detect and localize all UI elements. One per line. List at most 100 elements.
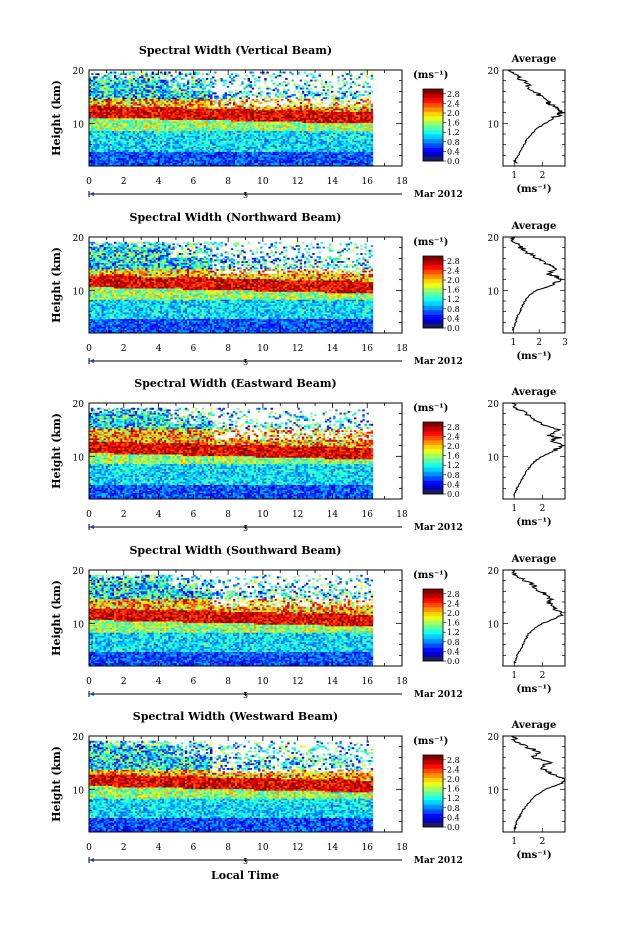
- colorbar-tick-label: 1.2: [447, 794, 460, 803]
- panel-title: Spectral Width (Westward Beam): [133, 710, 338, 723]
- average-profile-line: [509, 236, 564, 331]
- average-y-tick-label: 20: [488, 67, 500, 77]
- average-x-tick-label: 2: [540, 171, 546, 181]
- x-tick-label: 14: [327, 344, 339, 354]
- average-profile-line: [511, 569, 565, 664]
- x-tick-label: 18: [396, 510, 408, 520]
- average-y-tick-label: 20: [488, 234, 500, 244]
- x-tick-label: 6: [190, 177, 196, 187]
- x-tick-label: 12: [292, 510, 303, 520]
- colorbar-unit: (ms⁻¹): [413, 570, 448, 581]
- day-label: 5: [243, 691, 248, 700]
- date-bar-marker-icon: [89, 525, 94, 529]
- x-tick-label: 2: [121, 843, 127, 853]
- average-y-tick-label: 10: [488, 786, 500, 796]
- x-tick-label: 4: [156, 510, 162, 520]
- y-tick-label: 10: [73, 287, 85, 297]
- x-tick-label: 8: [225, 177, 231, 187]
- x-tick-label: 16: [361, 510, 373, 520]
- colorbar: (ms⁻¹) 0.00.40.81.21.62.02.42.8: [413, 570, 460, 666]
- colorbar-tick-label: 0.8: [447, 638, 460, 647]
- panel-title: Spectral Width (Vertical Beam): [139, 44, 332, 57]
- y-axis-label: Height (km): [50, 247, 63, 323]
- x-tick-label: 12: [292, 177, 303, 187]
- average-title: Average: [511, 387, 557, 398]
- colorbar-tick-label: 1.6: [447, 452, 460, 461]
- panel-title: Spectral Width (Southward Beam): [129, 544, 341, 557]
- x-tick-label: 4: [156, 677, 162, 687]
- y-tick-label: 10: [73, 786, 85, 796]
- colorbar-tick-label: 2.4: [447, 99, 460, 108]
- panel-5: Spectral Width (Westward Beam)1020Height…: [50, 710, 566, 866]
- x-tick-label: 0: [86, 843, 92, 853]
- x-tick-label: 2: [121, 510, 127, 520]
- x-tick-label: 2: [121, 677, 127, 687]
- x-tick-label: 0: [86, 510, 92, 520]
- x-tick-label: 16: [361, 344, 373, 354]
- colorbar-tick-label: 0.4: [447, 314, 460, 323]
- average-y-tick-label: 10: [488, 453, 500, 463]
- colorbar-tick-label: 0.8: [447, 471, 460, 480]
- x-tick-label: 10: [257, 843, 269, 853]
- date-bar-marker-icon: [89, 858, 94, 862]
- colorbar-tick-label: 2.4: [447, 599, 460, 608]
- average-x-tick-label: 3: [562, 338, 568, 348]
- heatmap-cells: [89, 574, 374, 667]
- x-tick-label: 2: [121, 344, 127, 354]
- average-x-tick-label: 1: [511, 837, 517, 847]
- colorbar-unit: (ms⁻¹): [413, 237, 448, 248]
- colorbar-tick-label: 2.0: [447, 442, 460, 451]
- colorbar-tick-label: 0.0: [447, 823, 460, 832]
- average-y-tick-label: 10: [488, 120, 500, 130]
- colorbar-tick-label: 1.6: [447, 619, 460, 628]
- x-tick-label: 12: [292, 843, 303, 853]
- x-tick-label: 4: [156, 344, 162, 354]
- x-tick-label: 18: [396, 344, 408, 354]
- colorbar-unit: (ms⁻¹): [413, 70, 448, 81]
- colorbar-tick-label: 2.0: [447, 109, 460, 118]
- panel-2: Spectral Width (Northward Beam) 10 20 Heigh…: [50, 211, 568, 367]
- panel-1: Spectral Width (Vertical Beam)1020Height…: [50, 44, 566, 200]
- date-bar-marker-icon: [89, 359, 94, 363]
- y-tick-label: 20: [73, 67, 85, 77]
- day-label: 5: [243, 358, 248, 367]
- x-tick-label: 4: [156, 177, 162, 187]
- average-x-label: (ms⁻¹): [516, 850, 551, 861]
- date-label: Mar 2012: [414, 690, 463, 700]
- y-tick-label: 20: [73, 733, 85, 743]
- x-tick-label: 2: [121, 177, 127, 187]
- heatmap-cells: [89, 71, 374, 167]
- colorbar-tick-label: 0.4: [447, 480, 460, 489]
- colorbar-tick-label: 0.0: [447, 157, 460, 166]
- colorbar-tick-label: 0.4: [447, 813, 460, 822]
- date-label: Mar 2012: [414, 856, 463, 866]
- colorbar-tick-label: 2.4: [447, 432, 460, 441]
- average-x-label: (ms⁻¹): [516, 184, 551, 195]
- average-x-tick-label: 1: [511, 171, 517, 181]
- x-tick-label: 4: [156, 843, 162, 853]
- date-bar-marker-icon: [89, 192, 94, 196]
- panel-3: Spectral Width (Eastward Beam)1020Height…: [50, 377, 566, 533]
- x-tick-label: 10: [257, 510, 269, 520]
- colorbar-tick-label: 0.0: [447, 324, 460, 333]
- colorbar-tick-label: 2.8: [447, 423, 460, 432]
- x-tick-label: 14: [327, 177, 339, 187]
- average-x-label: (ms⁻¹): [516, 517, 551, 528]
- colorbar-tick-label: 1.2: [447, 128, 460, 137]
- x-tick-label: 14: [327, 510, 339, 520]
- average-y-tick-label: 10: [488, 620, 500, 630]
- average-y-tick-label: 20: [488, 733, 500, 743]
- average-x-tick-label: 2: [540, 671, 546, 681]
- colorbar-tick-label: 0.8: [447, 804, 460, 813]
- colorbar-tick-label: 0.4: [447, 647, 460, 656]
- panel-title: Spectral Width (Northward Beam): [130, 211, 342, 224]
- average-profile-line: [511, 402, 566, 497]
- x-tick-label: 12: [292, 677, 303, 687]
- x-tick-label: 14: [327, 677, 339, 687]
- x-tick-label: 6: [190, 677, 196, 687]
- day-label: 5: [243, 857, 248, 866]
- y-tick-label: 10: [73, 620, 85, 630]
- day-label: 5: [243, 524, 248, 533]
- y-axis-label: Height (km): [50, 580, 63, 656]
- date-label: Mar 2012: [414, 523, 463, 533]
